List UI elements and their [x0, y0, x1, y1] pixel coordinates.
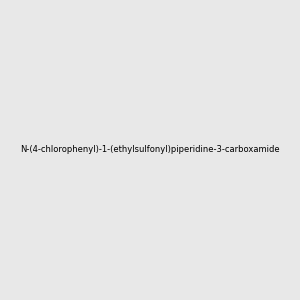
Text: N-(4-chlorophenyl)-1-(ethylsulfonyl)piperidine-3-carboxamide: N-(4-chlorophenyl)-1-(ethylsulfonyl)pipe…	[20, 146, 280, 154]
